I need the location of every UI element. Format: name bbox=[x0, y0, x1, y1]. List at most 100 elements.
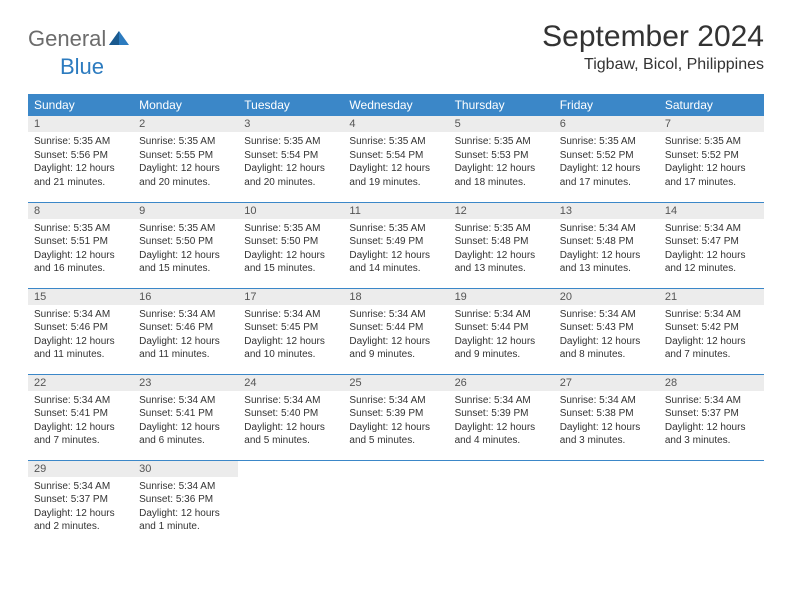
day-line: and 15 minutes. bbox=[244, 262, 337, 276]
day-content: Sunrise: 5:34 AMSunset: 5:38 PMDaylight:… bbox=[554, 391, 659, 454]
day-cell: 8Sunrise: 5:35 AMSunset: 5:51 PMDaylight… bbox=[28, 202, 133, 288]
logo-text-blue: Blue bbox=[60, 54, 104, 79]
day-cell: 2Sunrise: 5:35 AMSunset: 5:55 PMDaylight… bbox=[133, 116, 238, 202]
day-line: Sunset: 5:52 PM bbox=[665, 149, 758, 163]
day-line: Daylight: 12 hours bbox=[34, 507, 127, 521]
day-line: Daylight: 12 hours bbox=[139, 249, 232, 263]
day-number: 22 bbox=[28, 375, 133, 391]
day-line: Sunrise: 5:34 AM bbox=[34, 480, 127, 494]
day-number: 26 bbox=[449, 375, 554, 391]
day-number: 3 bbox=[238, 116, 343, 132]
day-line: Daylight: 12 hours bbox=[560, 249, 653, 263]
day-content: Sunrise: 5:34 AMSunset: 5:47 PMDaylight:… bbox=[659, 219, 764, 282]
location: Tigbaw, Bicol, Philippines bbox=[542, 56, 764, 74]
day-line: Sunrise: 5:34 AM bbox=[560, 394, 653, 408]
day-content: Sunrise: 5:35 AMSunset: 5:53 PMDaylight:… bbox=[449, 132, 554, 195]
day-line: and 12 minutes. bbox=[665, 262, 758, 276]
day-line: Daylight: 12 hours bbox=[139, 162, 232, 176]
day-line: Sunset: 5:45 PM bbox=[244, 321, 337, 335]
day-line: and 9 minutes. bbox=[349, 348, 442, 362]
day-line: Daylight: 12 hours bbox=[349, 421, 442, 435]
day-line: Daylight: 12 hours bbox=[349, 249, 442, 263]
day-header: Monday bbox=[133, 94, 238, 116]
day-cell: 25Sunrise: 5:34 AMSunset: 5:39 PMDayligh… bbox=[343, 374, 448, 460]
day-cell: 20Sunrise: 5:34 AMSunset: 5:43 PMDayligh… bbox=[554, 288, 659, 374]
day-line: Sunrise: 5:35 AM bbox=[244, 222, 337, 236]
day-line: Sunrise: 5:35 AM bbox=[244, 135, 337, 149]
day-line: and 17 minutes. bbox=[665, 176, 758, 190]
day-cell: 6Sunrise: 5:35 AMSunset: 5:52 PMDaylight… bbox=[554, 116, 659, 202]
day-content: Sunrise: 5:34 AMSunset: 5:44 PMDaylight:… bbox=[449, 305, 554, 368]
day-content: Sunrise: 5:35 AMSunset: 5:49 PMDaylight:… bbox=[343, 219, 448, 282]
day-content: Sunrise: 5:35 AMSunset: 5:54 PMDaylight:… bbox=[238, 132, 343, 195]
day-number: 19 bbox=[449, 289, 554, 305]
day-line: and 7 minutes. bbox=[34, 434, 127, 448]
day-line: and 16 minutes. bbox=[34, 262, 127, 276]
day-line: Daylight: 12 hours bbox=[665, 249, 758, 263]
day-line: Daylight: 12 hours bbox=[34, 335, 127, 349]
day-line: Sunset: 5:41 PM bbox=[139, 407, 232, 421]
day-line: Sunrise: 5:35 AM bbox=[139, 222, 232, 236]
day-cell: 3Sunrise: 5:35 AMSunset: 5:54 PMDaylight… bbox=[238, 116, 343, 202]
day-line: Daylight: 12 hours bbox=[665, 335, 758, 349]
day-line: Sunrise: 5:34 AM bbox=[244, 394, 337, 408]
day-cell bbox=[449, 460, 554, 546]
day-line: and 17 minutes. bbox=[560, 176, 653, 190]
day-line: Sunset: 5:48 PM bbox=[455, 235, 548, 249]
day-number: 25 bbox=[343, 375, 448, 391]
day-line: Sunset: 5:48 PM bbox=[560, 235, 653, 249]
day-line: Sunset: 5:44 PM bbox=[455, 321, 548, 335]
day-number: 7 bbox=[659, 116, 764, 132]
day-cell bbox=[343, 460, 448, 546]
day-line: Daylight: 12 hours bbox=[665, 421, 758, 435]
day-line: and 7 minutes. bbox=[665, 348, 758, 362]
day-line: Sunrise: 5:34 AM bbox=[34, 394, 127, 408]
day-line: and 1 minute. bbox=[139, 520, 232, 534]
day-number: 11 bbox=[343, 203, 448, 219]
day-content: Sunrise: 5:35 AMSunset: 5:52 PMDaylight:… bbox=[554, 132, 659, 195]
day-line: Sunset: 5:54 PM bbox=[244, 149, 337, 163]
day-number: 20 bbox=[554, 289, 659, 305]
day-content: Sunrise: 5:34 AMSunset: 5:42 PMDaylight:… bbox=[659, 305, 764, 368]
day-content: Sunrise: 5:34 AMSunset: 5:37 PMDaylight:… bbox=[28, 477, 133, 540]
day-line: Sunrise: 5:34 AM bbox=[665, 394, 758, 408]
day-cell: 1Sunrise: 5:35 AMSunset: 5:56 PMDaylight… bbox=[28, 116, 133, 202]
day-line: Sunset: 5:39 PM bbox=[349, 407, 442, 421]
day-content: Sunrise: 5:35 AMSunset: 5:51 PMDaylight:… bbox=[28, 219, 133, 282]
day-line: and 18 minutes. bbox=[455, 176, 548, 190]
day-number: 28 bbox=[659, 375, 764, 391]
day-line: Sunrise: 5:35 AM bbox=[349, 135, 442, 149]
day-number: 24 bbox=[238, 375, 343, 391]
day-line: Sunset: 5:50 PM bbox=[139, 235, 232, 249]
day-line: and 4 minutes. bbox=[455, 434, 548, 448]
day-line: Sunset: 5:51 PM bbox=[34, 235, 127, 249]
day-cell: 27Sunrise: 5:34 AMSunset: 5:38 PMDayligh… bbox=[554, 374, 659, 460]
day-line: and 20 minutes. bbox=[244, 176, 337, 190]
day-line: Sunrise: 5:34 AM bbox=[455, 394, 548, 408]
day-line: Sunset: 5:36 PM bbox=[139, 493, 232, 507]
day-line: Daylight: 12 hours bbox=[244, 421, 337, 435]
month-title: September 2024 bbox=[542, 20, 764, 54]
logo: General bbox=[28, 26, 132, 52]
day-line: Daylight: 12 hours bbox=[455, 249, 548, 263]
day-cell: 4Sunrise: 5:35 AMSunset: 5:54 PMDaylight… bbox=[343, 116, 448, 202]
day-cell: 7Sunrise: 5:35 AMSunset: 5:52 PMDaylight… bbox=[659, 116, 764, 202]
day-line: Sunset: 5:52 PM bbox=[560, 149, 653, 163]
day-number: 17 bbox=[238, 289, 343, 305]
day-number: 6 bbox=[554, 116, 659, 132]
day-line: Sunrise: 5:35 AM bbox=[455, 222, 548, 236]
day-content: Sunrise: 5:34 AMSunset: 5:46 PMDaylight:… bbox=[133, 305, 238, 368]
day-number: 12 bbox=[449, 203, 554, 219]
day-cell: 15Sunrise: 5:34 AMSunset: 5:46 PMDayligh… bbox=[28, 288, 133, 374]
day-line: Sunset: 5:53 PM bbox=[455, 149, 548, 163]
day-cell: 26Sunrise: 5:34 AMSunset: 5:39 PMDayligh… bbox=[449, 374, 554, 460]
day-line: Sunrise: 5:34 AM bbox=[139, 308, 232, 322]
day-line: Sunrise: 5:34 AM bbox=[665, 308, 758, 322]
day-content: Sunrise: 5:34 AMSunset: 5:48 PMDaylight:… bbox=[554, 219, 659, 282]
day-line: Daylight: 12 hours bbox=[139, 335, 232, 349]
day-cell: 21Sunrise: 5:34 AMSunset: 5:42 PMDayligh… bbox=[659, 288, 764, 374]
day-number: 29 bbox=[28, 461, 133, 477]
day-line: and 21 minutes. bbox=[34, 176, 127, 190]
day-line: Daylight: 12 hours bbox=[34, 249, 127, 263]
day-line: Daylight: 12 hours bbox=[349, 162, 442, 176]
